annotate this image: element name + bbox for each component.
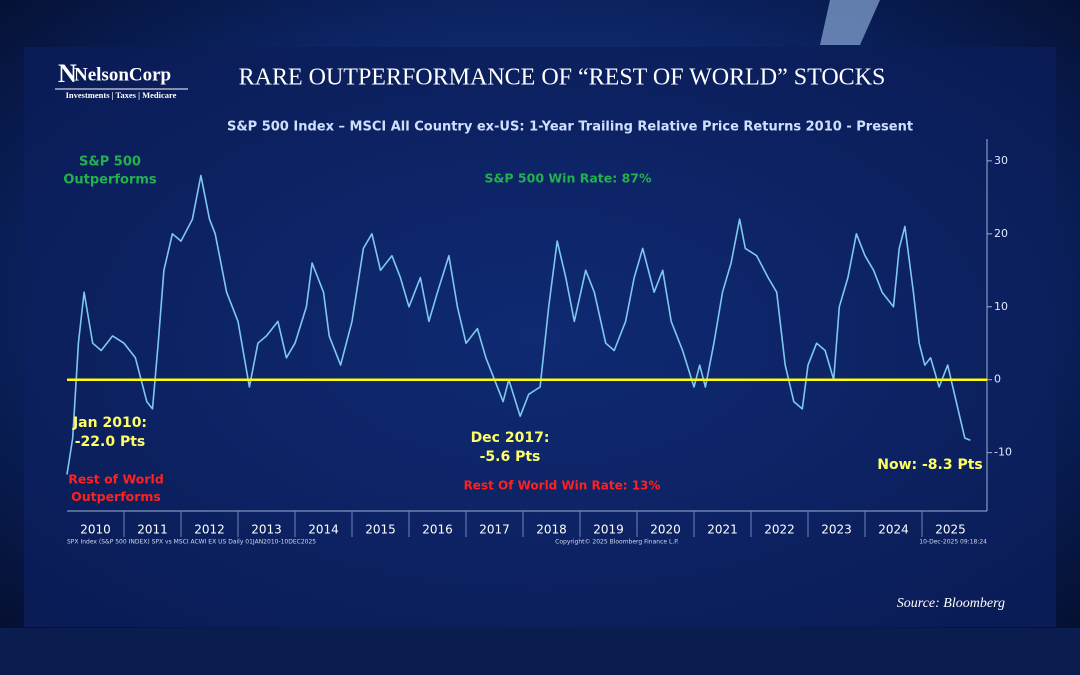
y-tick-label: 30 <box>994 154 1008 167</box>
x-tick-label: 2017 <box>479 523 510 537</box>
x-tick-label: 2025 <box>935 523 966 537</box>
chart-footer: SPX Index (S&P 500 INDEX) SPX vs MSCI AC… <box>67 539 316 546</box>
annotation: S&P 500 <box>79 155 141 170</box>
chart-footer: Copyright© 2025 Bloomberg Finance L.P. <box>555 539 679 546</box>
y-tick-label: -10 <box>994 446 1012 459</box>
x-tick-label: 2018 <box>536 523 567 537</box>
card <box>24 47 1056 627</box>
x-tick-label: 2013 <box>251 523 282 537</box>
annotation: Outperforms <box>63 173 157 188</box>
annotation: Jan 2010: <box>72 415 147 431</box>
x-tick-label: 2019 <box>593 523 624 537</box>
annotation: Rest Of World Win Rate: 13% <box>464 479 661 493</box>
annotation: Dec 2017: <box>471 430 550 446</box>
annotation: S&P 500 Win Rate: 87% <box>485 171 652 186</box>
x-tick-label: 2023 <box>821 523 852 537</box>
brand-name: NelsonCorp <box>74 64 171 85</box>
x-tick-label: 2020 <box>650 523 681 537</box>
logo-mark: N <box>58 59 77 88</box>
chart-subtitle: S&P 500 Index – MSCI All Country ex-US: … <box>227 120 913 135</box>
y-tick-label: 0 <box>994 373 1001 386</box>
x-tick-label: 2010 <box>80 523 111 537</box>
y-tick-label: 20 <box>994 227 1008 240</box>
x-tick-label: 2021 <box>707 523 738 537</box>
annotation: -22.0 Pts <box>75 434 146 450</box>
line-series <box>66 174 971 475</box>
floor <box>0 628 1080 675</box>
decor <box>820 0 880 45</box>
x-tick-label: 2016 <box>422 523 453 537</box>
x-tick-label: 2014 <box>308 523 339 537</box>
x-tick-label: 2024 <box>878 523 909 537</box>
chart-title: RARE OUTPERFORMANCE OF “REST OF WORLD” S… <box>239 65 886 91</box>
chart-footer: 10-Dec-2025 09:18:24 <box>919 539 987 546</box>
x-tick-label: 2015 <box>365 523 396 537</box>
source: Source: Bloomberg <box>897 596 1005 611</box>
annotation: Rest of World <box>68 472 164 487</box>
x-tick-label: 2022 <box>764 523 795 537</box>
annotation: -5.6 Pts <box>480 449 541 465</box>
annotation: Now: -8.3 Pts <box>877 457 983 473</box>
x-tick-label: 2011 <box>137 523 168 537</box>
brand-tagline: Investments | Taxes | Medicare <box>66 90 177 100</box>
y-tick-label: 10 <box>994 300 1008 313</box>
annotation: Outperforms <box>71 489 161 504</box>
x-tick-label: 2012 <box>194 523 225 537</box>
